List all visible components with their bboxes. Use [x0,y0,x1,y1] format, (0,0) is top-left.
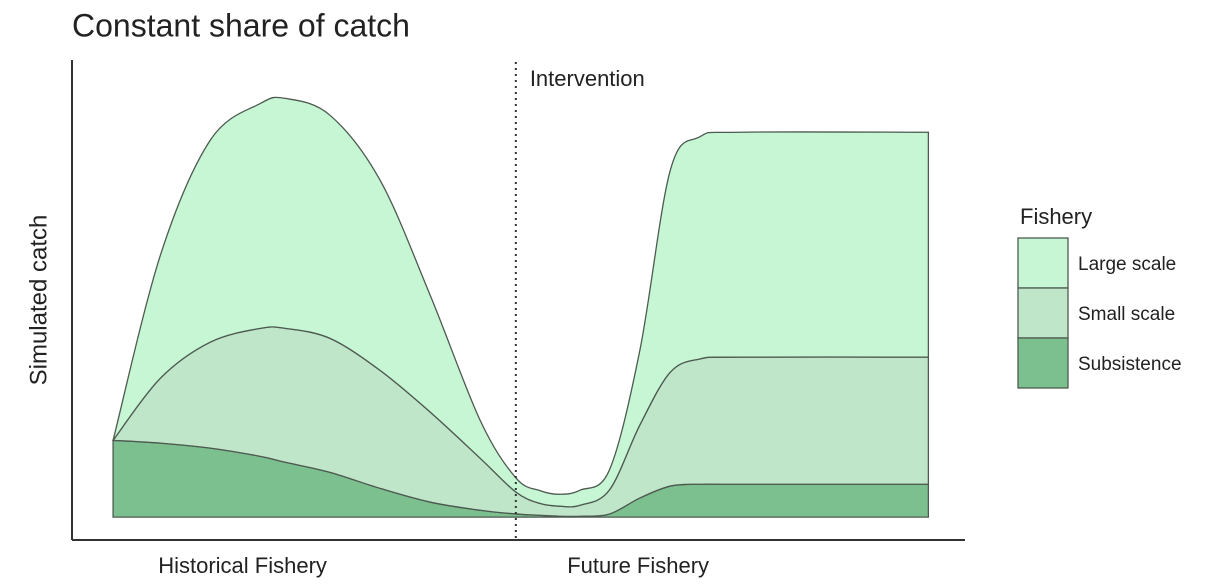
legend-swatch [1017,237,1069,289]
legend-swatch [1017,337,1069,389]
legend-title: Fishery [1020,204,1092,229]
area [112,96,930,508]
legend-label: Small scale [1078,304,1175,325]
y-axis-label: Simulated catch [25,215,52,386]
plot-area [111,96,930,518]
legend-label: Large scale [1078,254,1176,275]
annotation-text: Intervention [530,66,645,91]
legend-swatch [1017,287,1069,339]
x-tick-label: Future Fishery [567,553,709,578]
legend-label: Subsistence [1078,354,1182,375]
chart-title: Constant share of catch [72,7,410,43]
x-tick-label: Historical Fishery [158,553,327,578]
